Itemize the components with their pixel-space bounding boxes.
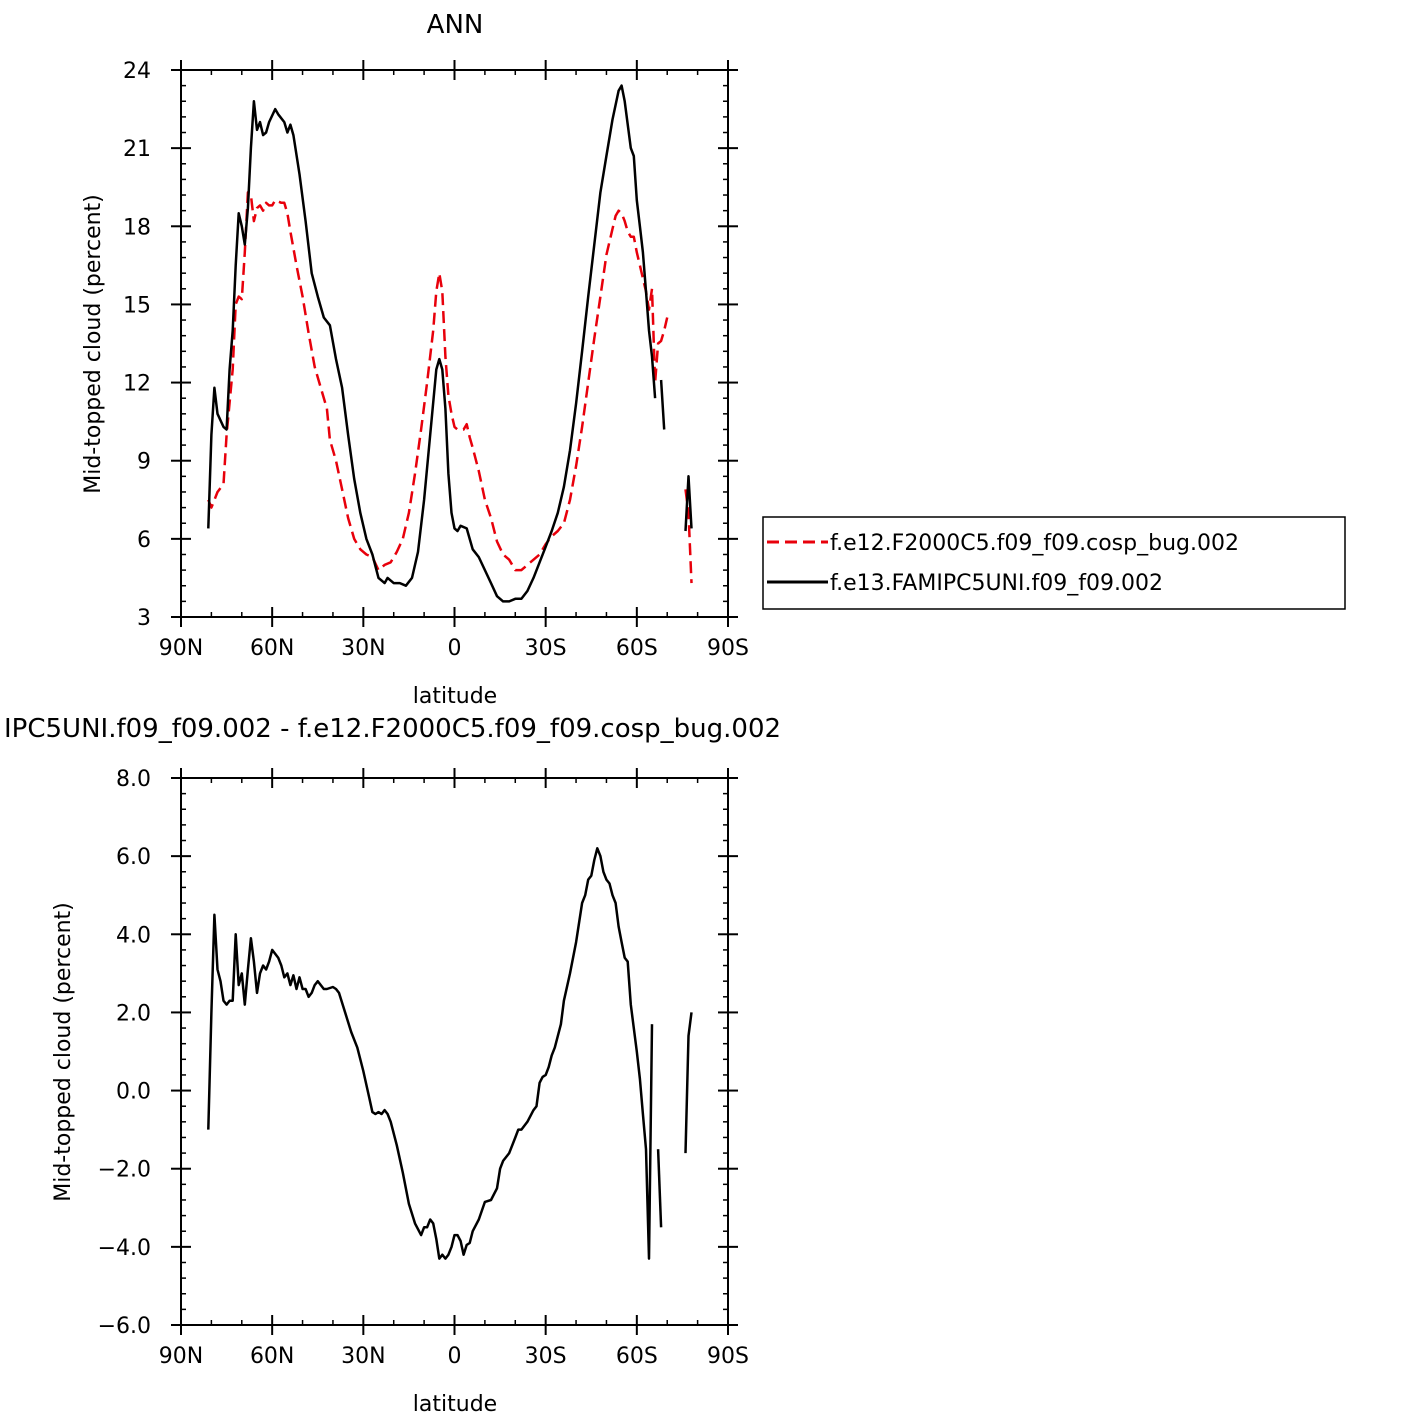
bottom-x-tick-label: 60N	[250, 1344, 294, 1369]
top-x-tick-label: 90S	[707, 636, 749, 661]
top-y-tick-label: 24	[123, 59, 151, 84]
top-y-tick-label: 3	[137, 606, 151, 631]
top-series-1-line-segment-1	[207, 191, 669, 572]
bottom-x-tick-label: 90S	[707, 1344, 749, 1369]
top-y-tick-label: 12	[123, 372, 151, 397]
top-y-tick-label: 6	[137, 528, 151, 553]
top-chart-title: ANN	[427, 10, 484, 40]
top-plot-frame	[180, 69, 729, 618]
bottom-series-1-line-segment-1	[207, 847, 654, 1260]
top-x-tick-label: 0	[448, 636, 462, 661]
bottom-y-tick-label: 4.0	[116, 923, 151, 948]
top-y-tick-label: 15	[123, 293, 151, 318]
top-x-tick-label: 30N	[341, 636, 385, 661]
bottom-ticks	[171, 768, 738, 1335]
top-x-tick-label: 30S	[525, 636, 567, 661]
legend: f.e12.F2000C5.f09_f09.cosp_bug.002 f.e13…	[762, 516, 1346, 610]
legend-label-series-1: f.e12.F2000C5.f09_f09.cosp_bug.002	[830, 531, 1239, 556]
top-panel: ANN 90N 60N 30N 0 30S 60S 90S 3 6 9 12 15 18 21 24 lat…	[81, 10, 749, 709]
top-ticks	[171, 60, 738, 627]
bottom-x-tick-label: 30S	[525, 1344, 567, 1369]
bottom-plot-frame	[180, 777, 729, 1326]
top-y-tick-label: 18	[123, 215, 151, 240]
bottom-x-tick-label: 90N	[159, 1344, 203, 1369]
top-y-tick-label: 9	[137, 450, 151, 475]
bottom-series	[207, 847, 693, 1260]
top-x-axis-label: latitude	[413, 684, 497, 709]
legend-frame	[762, 516, 1346, 610]
bottom-y-tick-label: −4.0	[98, 1236, 151, 1261]
bottom-y-tick-label: 2.0	[116, 1001, 151, 1026]
bottom-panel: IPC5UNI.f09_f09.002 - f.e12.F2000C5.f09_…	[4, 714, 781, 1417]
bottom-y-tick-label: −2.0	[98, 1158, 151, 1183]
bottom-y-tick-label: 8.0	[116, 767, 151, 792]
bottom-y-tick-label: 0.0	[116, 1080, 151, 1105]
top-y-axis-label: Mid-topped cloud (percent)	[81, 194, 106, 494]
bottom-x-tick-label: 30N	[341, 1344, 385, 1369]
legend-label-series-2: f.e13.FAMIPC5UNI.f09_f09.002	[830, 571, 1163, 596]
top-y-tick-label: 21	[123, 137, 151, 162]
top-x-tick-label: 60S	[616, 636, 658, 661]
bottom-x-tick-label: 60S	[616, 1344, 658, 1369]
top-series-2-line-segment-2	[659, 379, 666, 430]
bottom-chart-title: IPC5UNI.f09_f09.002 - f.e12.F2000C5.f09_…	[4, 714, 781, 744]
top-series-2-line-segment-3	[684, 475, 693, 532]
top-series	[207, 84, 693, 603]
bottom-series-1-line-segment-3	[684, 1012, 693, 1154]
top-series-2-line-segment-1	[207, 84, 657, 603]
top-x-tick-label: 60N	[250, 636, 294, 661]
bottom-y-tick-label: −6.0	[98, 1314, 151, 1339]
top-x-tick-label: 90N	[159, 636, 203, 661]
bottom-y-axis-label: Mid-topped cloud (percent)	[51, 902, 76, 1202]
bottom-x-tick-label: 0	[448, 1344, 462, 1369]
bottom-x-axis-label: latitude	[413, 1392, 497, 1417]
bottom-tick-labels: 90N 60N 30N 0 30S 60S 90S −6.0 −4.0 −2.0 0.0 2.0 4.0…	[98, 767, 749, 1369]
bottom-y-tick-label: 6.0	[116, 845, 151, 870]
bottom-series-1-line-segment-2	[656, 1149, 663, 1228]
top-tick-labels: 90N 60N 30N 0 30S 60S 90S 3 6 9 12 15 18 21 24	[123, 59, 749, 661]
